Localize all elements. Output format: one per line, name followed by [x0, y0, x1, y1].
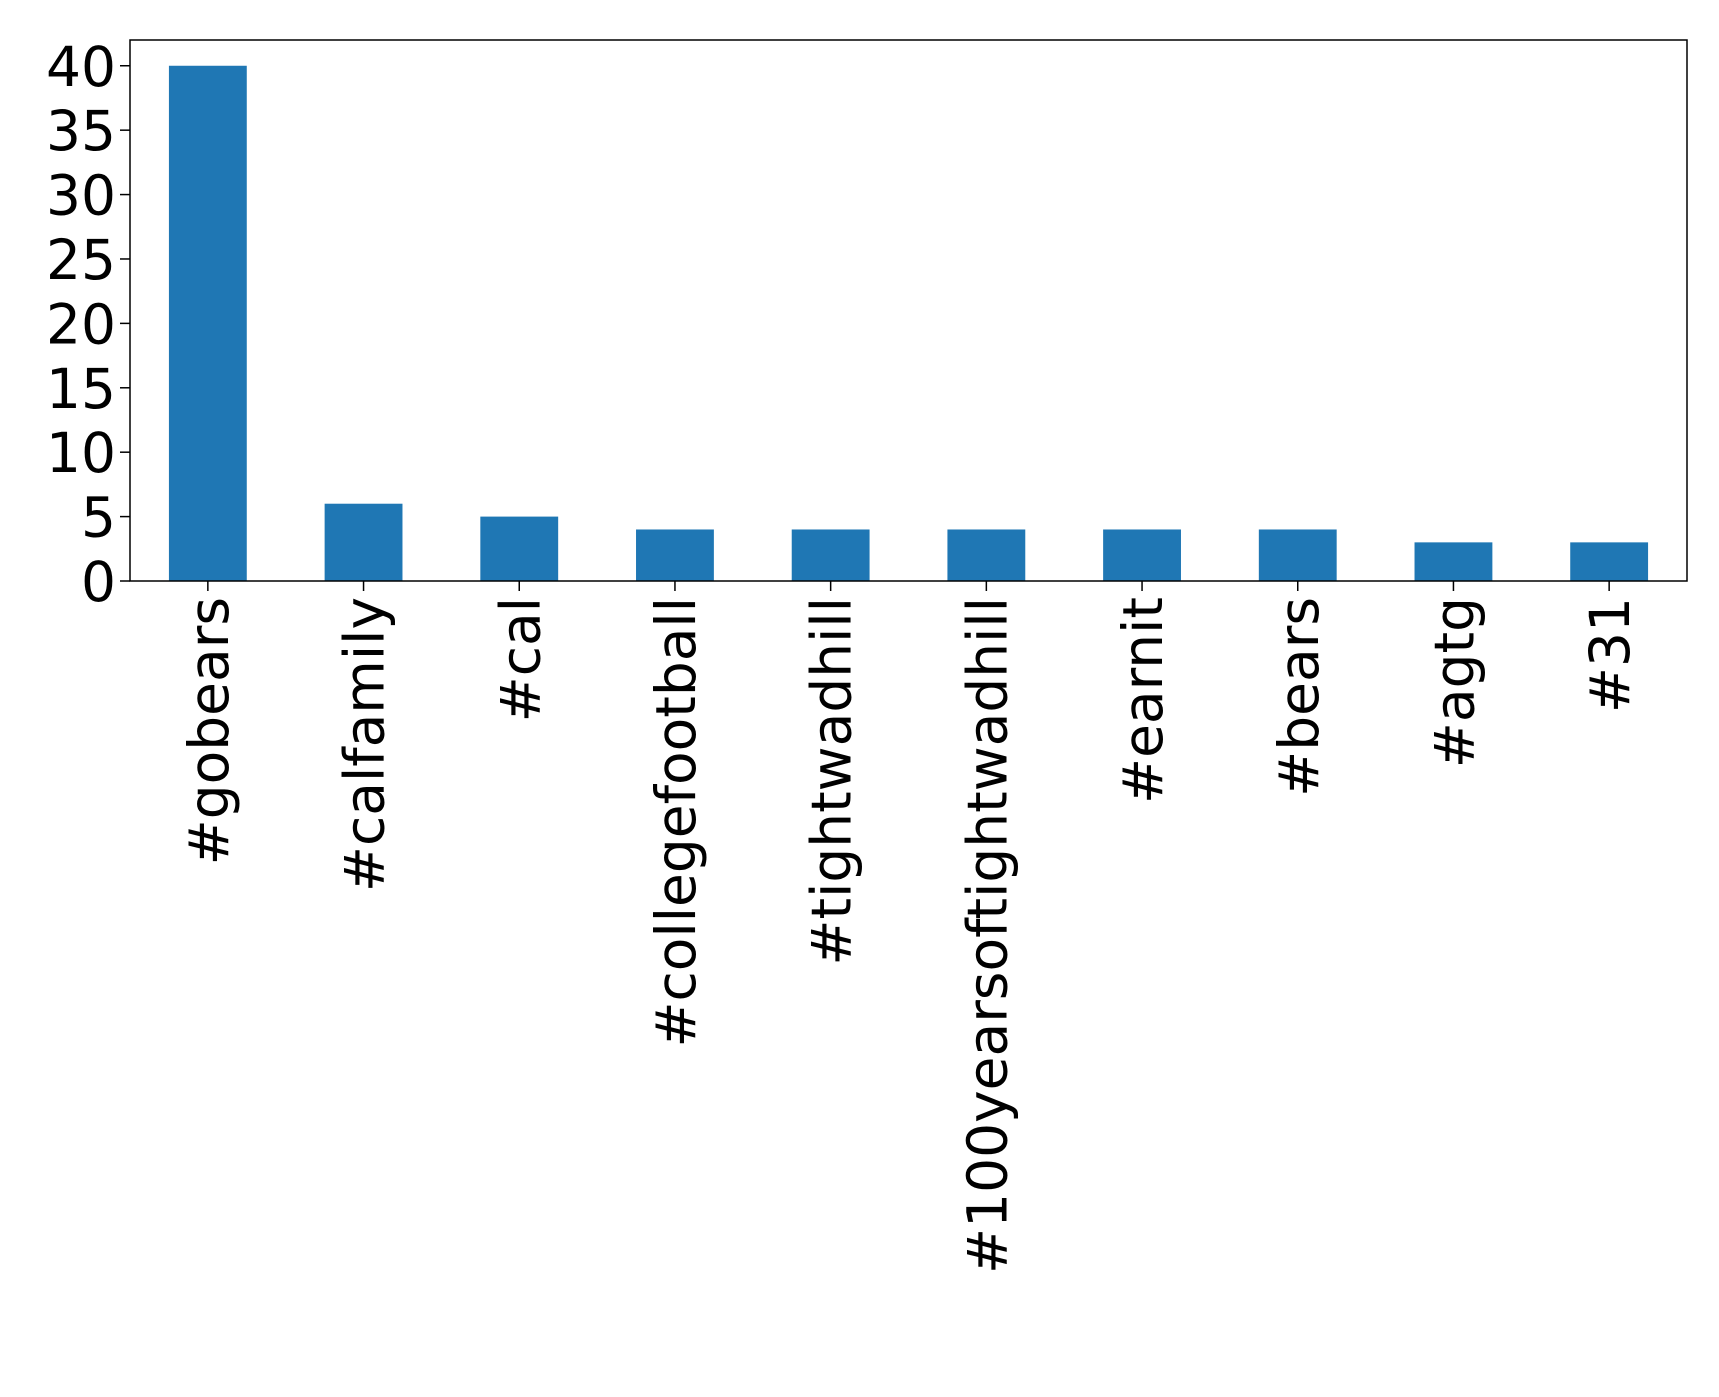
bar — [1103, 529, 1181, 581]
y-tick-label: 10 — [46, 421, 116, 485]
bar — [1570, 542, 1649, 581]
y-tick-label: 40 — [46, 35, 116, 99]
y-tick-label: 15 — [46, 357, 116, 421]
x-tick-label: #earnit — [1111, 597, 1175, 804]
y-tick-label: 5 — [81, 486, 116, 550]
y-tick-label: 20 — [46, 292, 116, 356]
y-tick-label: 30 — [46, 164, 116, 228]
bar — [1258, 529, 1337, 581]
x-tick-label: #agtg — [1422, 597, 1486, 768]
bar — [1414, 542, 1493, 581]
x-tick-label: #gobears — [177, 597, 241, 865]
bar — [947, 529, 1026, 581]
bar — [480, 516, 559, 581]
bar — [168, 65, 247, 581]
bar — [636, 529, 714, 581]
y-tick-label: 35 — [46, 99, 116, 163]
bar — [791, 529, 870, 581]
x-tick-label: #calfamily — [333, 597, 397, 892]
x-tick-label: #100yearsoftightwadhill — [955, 597, 1019, 1274]
x-tick-label: #cal — [488, 597, 552, 722]
x-tick-label: #tightwadhill — [800, 597, 864, 966]
x-tick-label: #bears — [1267, 597, 1331, 797]
x-tick-label: #collegefootball — [644, 597, 708, 1048]
y-tick-label: 0 — [81, 550, 116, 614]
x-tick-label: #31 — [1578, 597, 1642, 713]
bar — [324, 503, 403, 581]
plot-frame — [129, 39, 1688, 582]
y-tick-label: 25 — [46, 228, 116, 292]
